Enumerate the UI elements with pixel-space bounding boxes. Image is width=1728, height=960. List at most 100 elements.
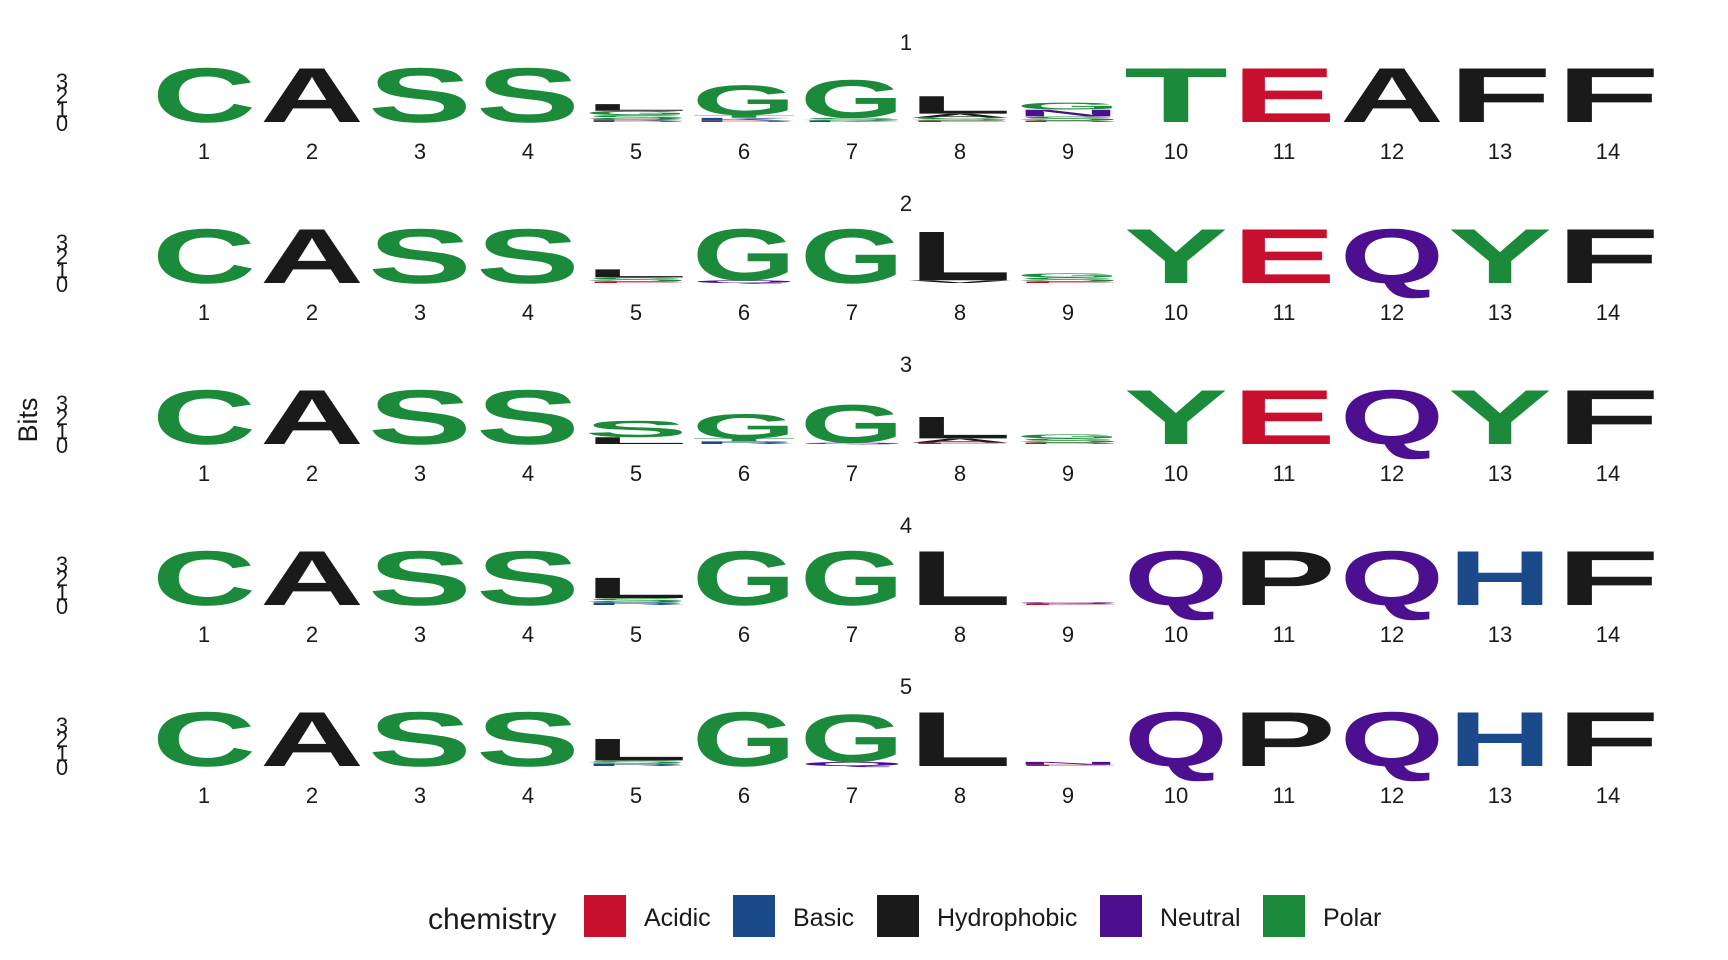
logo-letter-s: S [368,374,472,461]
logo-letter-h: H [1448,534,1552,621]
logo-letter-e: E [908,442,1012,444]
x-tick-label: 6 [738,461,750,486]
logo-letter-q: Q [1340,213,1444,300]
x-tick-label: 10 [1164,622,1188,647]
x-tick-label: 11 [1273,783,1296,808]
x-tick-label: 8 [954,622,966,647]
y-tick-label: 2 [56,405,68,430]
logo-letter-c: C [152,373,256,460]
logo-letter-g: G [692,213,796,296]
x-tick-label: 12 [1380,622,1404,647]
y-tick-label: 1 [56,580,68,605]
logo-letter-l: L [908,217,1012,296]
x-tick-label: 13 [1488,139,1512,164]
logo-letter-s: S [1016,276,1120,283]
logo-letter-f: F [1448,52,1552,139]
logo-letter-s: S [368,213,472,300]
x-tick-label: 9 [1062,783,1074,808]
x-tick-label: 7 [846,300,858,325]
x-tick-label: 4 [522,461,534,486]
x-tick-label: 4 [522,139,534,164]
x-tick-label: 1 [198,461,210,486]
x-tick-label: 14 [1596,300,1620,325]
logo-letter-l: L [584,435,688,446]
x-tick-label: 3 [414,622,426,647]
logo-letter-k: K [692,117,796,121]
y-tick-label: 2 [56,566,68,591]
x-tick-label: 9 [1062,622,1074,647]
x-tick-label: 12 [1380,300,1404,325]
logo-letter-a: A [260,51,364,138]
logo-letter-g: G [692,77,796,125]
legend-item-polar: Polar [1263,895,1381,937]
x-tick-label: 2 [306,461,318,486]
panel-title: 5 [900,674,912,699]
x-tick-label: 8 [954,783,966,808]
logo-letter-q: Q [1340,696,1444,783]
logo-letter-f: F [1556,696,1660,783]
logo-letter-r: R [584,601,688,605]
y-tick-label: 3 [56,230,68,255]
logo-letter-l: L [908,535,1012,622]
logo-letter-c: C [152,695,256,782]
x-tick-label: 3 [414,783,426,808]
panel-title: 2 [900,191,912,216]
logo-letter-a: A [260,534,364,621]
logo-letter-k: K [800,120,904,122]
logo-letter-q: Q [1016,602,1120,604]
logo-letter-g: G [1016,433,1120,440]
logo-letter-y: Y [1448,213,1552,300]
logo-letter-l: L [584,102,688,113]
logo-letter-f: F [1556,535,1660,622]
y-tick-label: 2 [56,244,68,269]
panel-title: 4 [900,513,912,538]
legend-item-neutral: Neutral [1100,895,1241,937]
logo-letter-e: E [1232,213,1336,300]
logo-letter-t: T [692,438,796,442]
x-tick-label: 4 [522,622,534,647]
x-tick-label: 1 [198,783,210,808]
logo-letter-l: L [584,267,688,280]
legend-item-basic: Basic [733,895,854,937]
legend-label: Neutral [1160,904,1241,932]
x-tick-label: 2 [306,622,318,647]
logo-letter-e: E [908,120,1012,122]
legend-swatch [1263,895,1305,937]
y-tick-label: 0 [56,755,68,780]
legend: chemistry Acidic Basic Hydrophobic Neutral Po… [428,895,1381,937]
logo-letter-c: C [152,212,256,299]
logo-letter-g: G [800,535,904,622]
logo-letter-f: F [1556,374,1660,461]
legend-item-acidic: Acidic [584,895,711,937]
y-tick-label: 1 [56,419,68,444]
y-tick-label: 0 [56,111,68,136]
x-tick-label: 14 [1596,461,1620,486]
x-tick-label: 10 [1164,300,1188,325]
logo-letter-e: E [1232,374,1336,461]
logo-letter-d: D [1016,120,1120,122]
logo-letter-l: L [908,410,1012,445]
y-axis-label: Bits [13,397,43,442]
logo-letter-g: G [1016,272,1120,279]
logo-letter-g: G [692,696,796,783]
logo-letter-f: F [1556,52,1660,139]
x-tick-label: 14 [1596,622,1620,647]
y-tick-label: 3 [56,713,68,738]
x-tick-label: 2 [306,783,318,808]
legend-title: chemistry [428,903,556,936]
logo-letter-g: G [692,407,796,446]
x-tick-label: 9 [1062,461,1074,486]
logo-letter-l: L [908,91,1012,119]
y-tick-label: 3 [56,69,68,94]
logo-letter-q: Q [1340,535,1444,622]
logo-letter-g: G [1016,101,1120,112]
logo-letter-g: G [692,535,796,622]
logo-letter-q: Q [1124,535,1228,622]
logo-letter-g: G [800,69,904,130]
logo-letter-d: D [584,120,688,122]
logo-letter-l: L [908,696,1012,783]
x-tick-label: 5 [630,139,642,164]
x-tick-label: 8 [954,461,966,486]
logo-letter-g: G [584,110,688,117]
